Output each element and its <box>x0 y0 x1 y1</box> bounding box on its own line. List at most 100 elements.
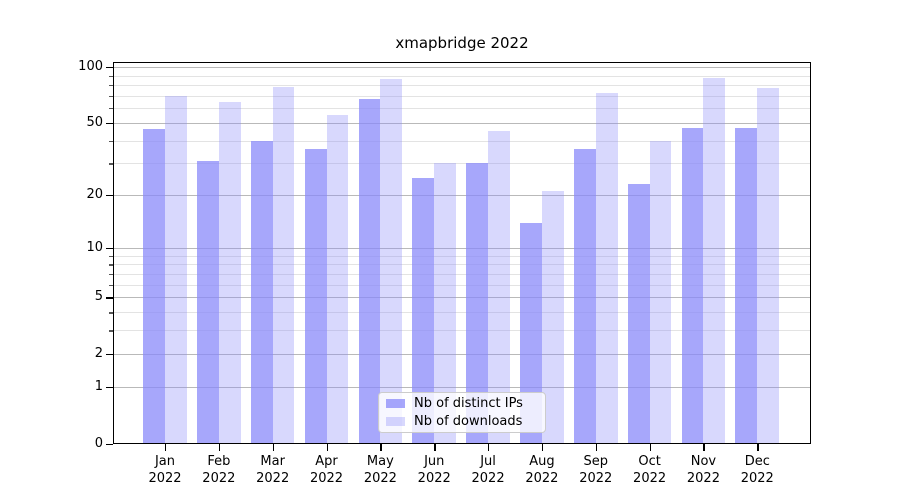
major-gridline <box>113 297 811 299</box>
chart-title: xmapbridge 2022 <box>395 34 529 52</box>
y-minor-tick-mark <box>109 255 113 257</box>
bar-jun-downloads <box>434 163 457 444</box>
x-tick-label: Nov 2022 <box>686 453 720 487</box>
y-minor-tick-mark <box>109 330 113 332</box>
x-tick-mark <box>595 443 598 451</box>
y-tick-label: 2 <box>94 345 103 361</box>
y-minor-tick-mark <box>109 163 113 165</box>
y-minor-tick-mark <box>109 85 113 87</box>
y-tick-mark <box>106 67 113 69</box>
bar-feb-distinct-ips <box>197 160 219 444</box>
legend-swatch-distinct-ips <box>386 398 405 409</box>
legend: Nb of distinct IPs Nb of downloads <box>378 392 546 433</box>
bar-sep-downloads <box>595 93 618 444</box>
bar-feb-downloads <box>218 101 241 444</box>
minor-gridline <box>113 108 811 110</box>
x-tick-label: Aug 2022 <box>525 453 559 487</box>
y-tick-label: 20 <box>86 187 103 203</box>
major-gridline <box>113 122 811 124</box>
minor-gridline <box>113 140 811 142</box>
major-gridline <box>113 67 811 68</box>
bar-aug-downloads <box>541 191 564 444</box>
y-tick-label: 0 <box>94 435 103 451</box>
x-tick-mark <box>757 443 759 451</box>
y-tick-label: 100 <box>78 59 103 74</box>
minor-gridline <box>113 273 811 275</box>
y-minor-tick-mark <box>109 264 113 266</box>
x-tick-label: May 2022 <box>363 453 397 487</box>
legend-label-distinct-ips: Nb of distinct IPs <box>414 396 523 411</box>
minor-gridline <box>113 284 811 286</box>
x-tick-label: Apr 2022 <box>309 453 344 487</box>
bar-sep-distinct-ips <box>573 148 596 444</box>
x-tick-mark <box>380 443 382 451</box>
x-tick-mark <box>218 443 221 451</box>
x-tick-label: Sep 2022 <box>579 453 613 487</box>
bar-oct-distinct-ips <box>627 184 650 444</box>
bar-jan-distinct-ips <box>143 129 165 444</box>
y-tick-mark <box>106 122 113 125</box>
x-tick-mark <box>649 443 651 451</box>
bar-nov-distinct-ips <box>681 127 704 444</box>
bar-apr-downloads <box>326 115 349 444</box>
minor-gridline <box>113 163 811 165</box>
x-tick-mark <box>326 443 328 451</box>
bar-may-distinct-ips <box>358 99 381 444</box>
y-tick-mark <box>106 386 113 389</box>
legend-entry-downloads: Nb of downloads <box>386 414 538 429</box>
y-minor-tick-mark <box>109 140 113 142</box>
legend-label-downloads: Nb of downloads <box>414 414 523 429</box>
major-gridline <box>113 386 811 388</box>
bar-aug-distinct-ips <box>520 222 542 444</box>
minor-gridline <box>113 75 811 77</box>
y-tick-mark <box>106 195 113 197</box>
y-minor-tick-mark <box>109 108 113 110</box>
bar-jun-distinct-ips <box>412 177 435 444</box>
bar-dec-distinct-ips <box>735 127 758 444</box>
x-tick-mark <box>272 443 274 451</box>
minor-gridline <box>113 255 811 257</box>
bar-nov-downloads <box>703 78 726 444</box>
x-tick-label: Jul 2022 <box>471 453 505 487</box>
bar-jan-downloads <box>165 95 187 444</box>
x-tick-label: Dec 2022 <box>740 453 774 487</box>
y-tick-mark <box>106 247 113 250</box>
bar-oct-downloads <box>649 140 672 444</box>
x-tick-mark <box>165 443 167 451</box>
y-minor-tick-mark <box>109 95 113 98</box>
minor-gridline <box>113 330 811 332</box>
x-tick-label: Feb 2022 <box>202 453 236 487</box>
minor-gridline <box>113 264 811 266</box>
y-tick-label: 1 <box>94 378 103 394</box>
y-tick-label: 10 <box>86 239 103 255</box>
legend-entry-distinct-ips: Nb of distinct IPs <box>386 396 538 411</box>
bar-mar-distinct-ips <box>250 140 273 444</box>
y-tick-mark <box>106 353 113 356</box>
minor-gridline <box>113 95 811 97</box>
x-tick-label: Jan 2022 <box>148 453 182 487</box>
x-tick-label: Mar 2022 <box>256 453 290 487</box>
y-tick-label: 5 <box>94 289 103 305</box>
bar-mar-downloads <box>272 87 295 444</box>
minor-gridline <box>113 312 811 314</box>
y-minor-tick-mark <box>109 75 113 77</box>
major-gridline <box>113 195 811 197</box>
legend-swatch-downloads <box>386 416 405 427</box>
y-tick-label: 50 <box>86 114 103 130</box>
bar-jul-distinct-ips <box>466 163 489 444</box>
bar-apr-distinct-ips <box>304 148 327 444</box>
y-tick-mark <box>106 443 113 445</box>
minor-gridline <box>113 85 811 86</box>
bar-dec-downloads <box>757 88 780 444</box>
y-minor-tick-mark <box>109 273 113 276</box>
y-minor-tick-mark <box>109 312 113 314</box>
y-tick-mark <box>106 297 113 299</box>
bar-may-downloads <box>380 79 403 444</box>
x-tick-label: Oct 2022 <box>633 453 667 487</box>
x-tick-mark <box>703 443 705 451</box>
x-tick-mark <box>434 443 436 451</box>
x-tick-label: Jun 2022 <box>417 453 451 487</box>
x-tick-mark <box>488 443 490 451</box>
x-tick-mark <box>541 443 544 451</box>
